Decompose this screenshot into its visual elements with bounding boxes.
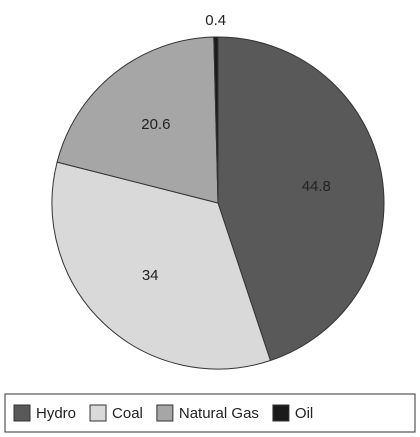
legend-label: Coal <box>112 405 143 422</box>
pie-slice <box>56 36 219 204</box>
pie-slice <box>51 161 272 370</box>
legend-label: Hydro <box>36 405 76 422</box>
data-label: 34 <box>142 267 159 284</box>
legend-swatch <box>272 404 290 422</box>
legend-label: Natural Gas <box>179 405 259 422</box>
pie <box>51 36 385 370</box>
legend-box <box>4 393 416 433</box>
data-label: 44.8 <box>302 178 331 195</box>
legend-swatch <box>156 404 174 422</box>
data-label: 20.6 <box>141 116 170 133</box>
legend: Hydro Coal Natural Gas Oil <box>13 404 313 422</box>
legend-swatch <box>13 404 31 422</box>
legend-swatch <box>89 404 107 422</box>
pie-slice <box>217 36 385 362</box>
data-label: 0.4 <box>205 12 226 29</box>
pie-slice <box>213 36 219 204</box>
legend-label: Oil <box>295 405 313 422</box>
